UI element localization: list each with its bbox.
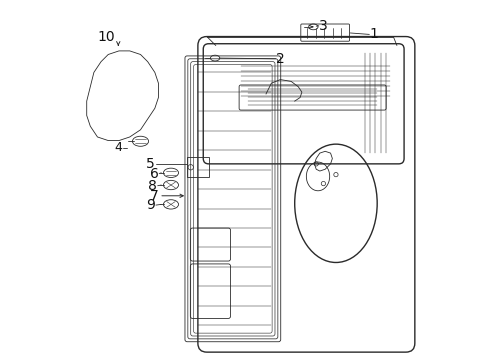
Text: 2: 2 — [275, 52, 284, 66]
Text: 6: 6 — [149, 167, 158, 181]
Text: 8: 8 — [147, 179, 157, 193]
Text: 1: 1 — [369, 27, 378, 41]
Text: 7: 7 — [149, 189, 158, 203]
Text: 10: 10 — [98, 30, 115, 44]
Text: 4: 4 — [114, 141, 122, 154]
Text: 9: 9 — [146, 198, 155, 212]
Text: 5: 5 — [146, 157, 155, 171]
Text: 3: 3 — [318, 19, 327, 33]
Bar — [187, 157, 208, 177]
